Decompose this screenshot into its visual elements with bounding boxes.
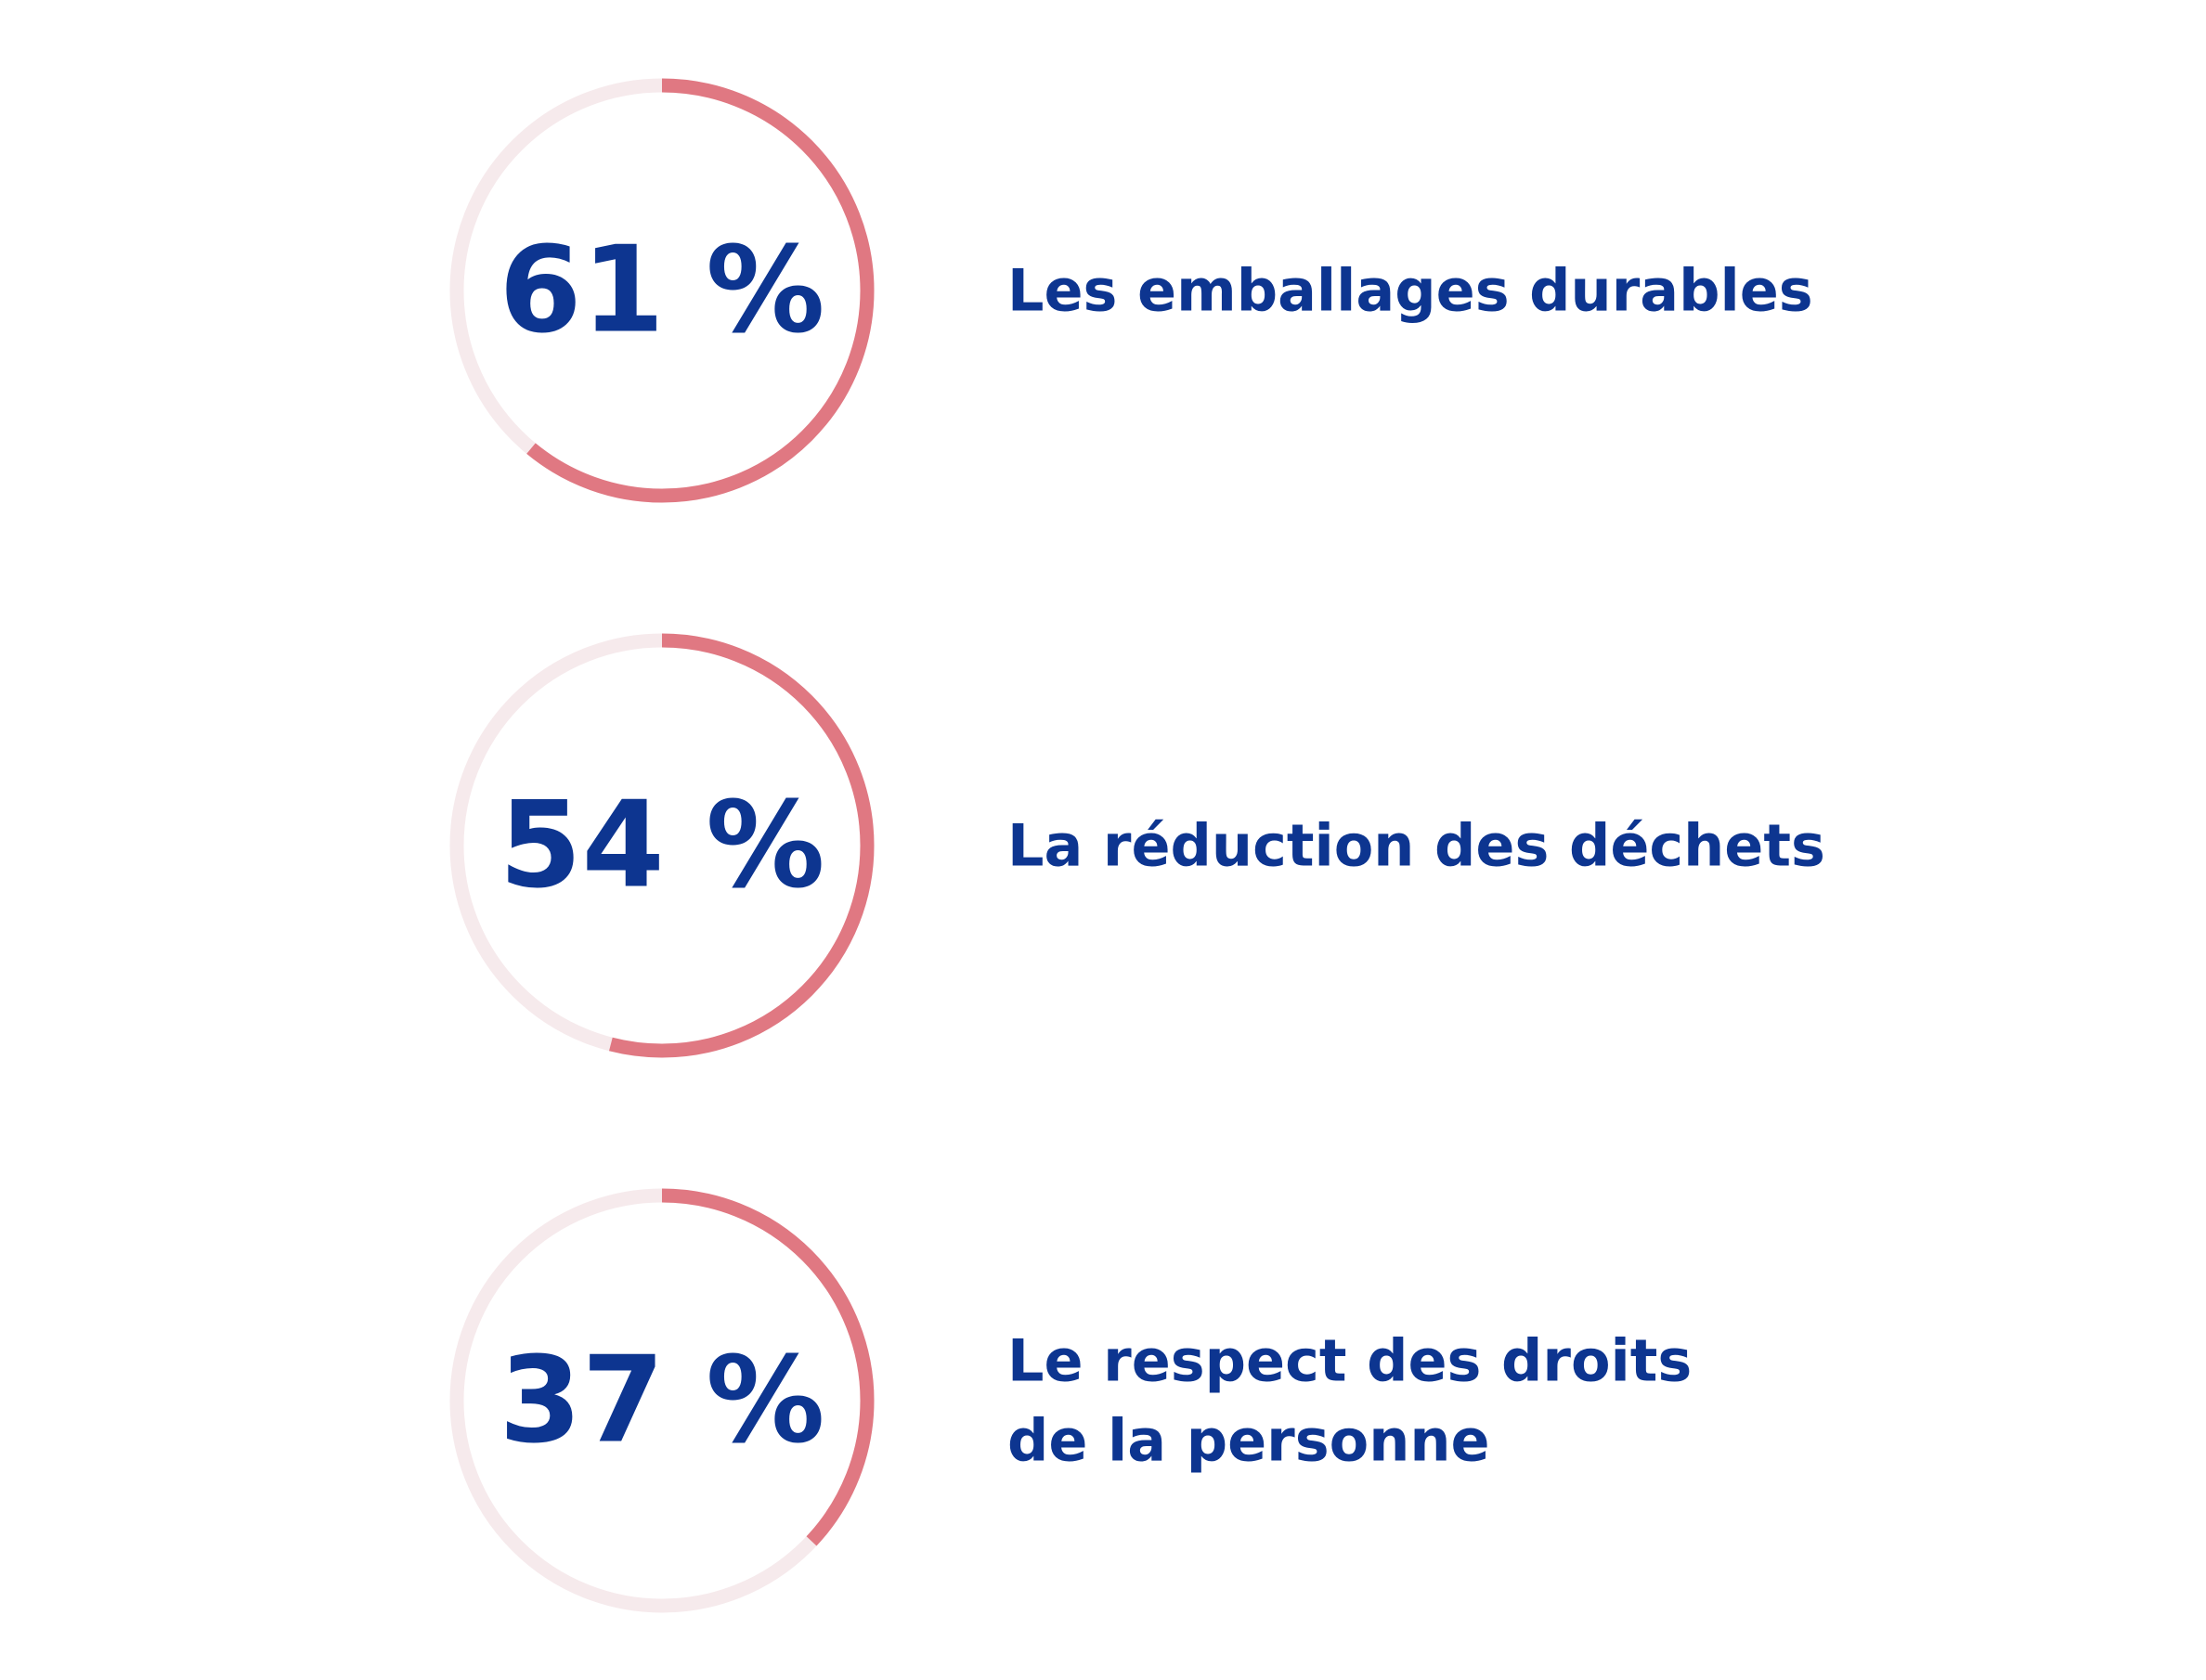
item-label-line: de la personne xyxy=(1007,1407,1490,1475)
percentage-value: 61 % xyxy=(500,222,825,360)
progress-ring-3: 37 % Le respect des droits de la personne xyxy=(449,1188,1692,1613)
progress-ring-2: 54 % La réduction des déchets xyxy=(449,633,1825,1058)
item-label: Le respect des droits de la personne xyxy=(1007,1327,1692,1475)
percentage-value: 37 % xyxy=(500,1332,825,1470)
item-label: Les emballages durables xyxy=(1007,257,1813,325)
percentage-value: 54 % xyxy=(500,777,825,915)
ring-value-arc xyxy=(449,1188,875,1613)
item-label-line: Le respect des droits xyxy=(1007,1327,1692,1395)
item-label: La réduction des déchets xyxy=(1007,812,1825,880)
progress-ring-1: 61 % Les emballages durables xyxy=(449,78,1813,503)
item-label-line: La réduction des déchets xyxy=(1007,812,1825,880)
ring-value-arc xyxy=(449,78,875,503)
ring-value-arc xyxy=(449,633,875,1058)
item-label-line: Les emballages durables xyxy=(1007,257,1813,325)
